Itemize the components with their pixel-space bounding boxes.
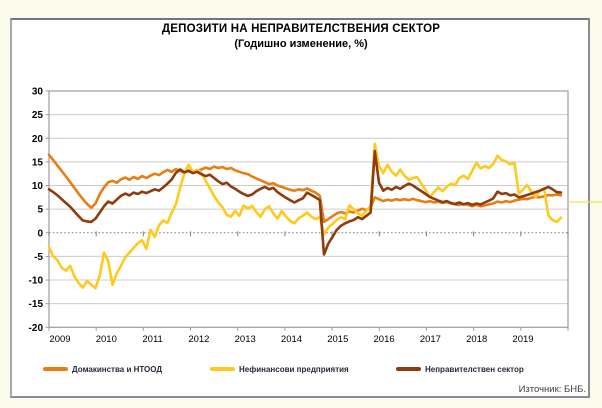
total-line-swatch: [396, 367, 421, 371]
chart-panel: [10, 18, 590, 398]
chart-legend: Домакинства и НТООД Нефинансови предприя…: [0, 363, 602, 377]
legend-label-total: Неправителствен сектор: [425, 364, 524, 374]
chart-subtitle: (Годишно изменение, %): [234, 38, 368, 50]
legend-item-corporates: Нефинансови предприятия: [210, 363, 349, 375]
source-note: Източник: БНБ.: [518, 384, 586, 395]
legend-item-households: Домакинства и НТООД: [43, 363, 162, 375]
chart-title: ДЕПОЗИТИ НА НЕПРАВИТЕЛСТВЕНИЯ СЕКТОР: [161, 23, 441, 35]
legend-item-total: Неправителствен сектор: [396, 363, 524, 375]
households-line-swatch: [43, 367, 68, 371]
legend-label-corporates: Нефинансови предприятия: [239, 364, 349, 374]
legend-label-households: Домакинства и НТООД: [72, 364, 163, 374]
corporates-line-swatch: [210, 367, 235, 371]
